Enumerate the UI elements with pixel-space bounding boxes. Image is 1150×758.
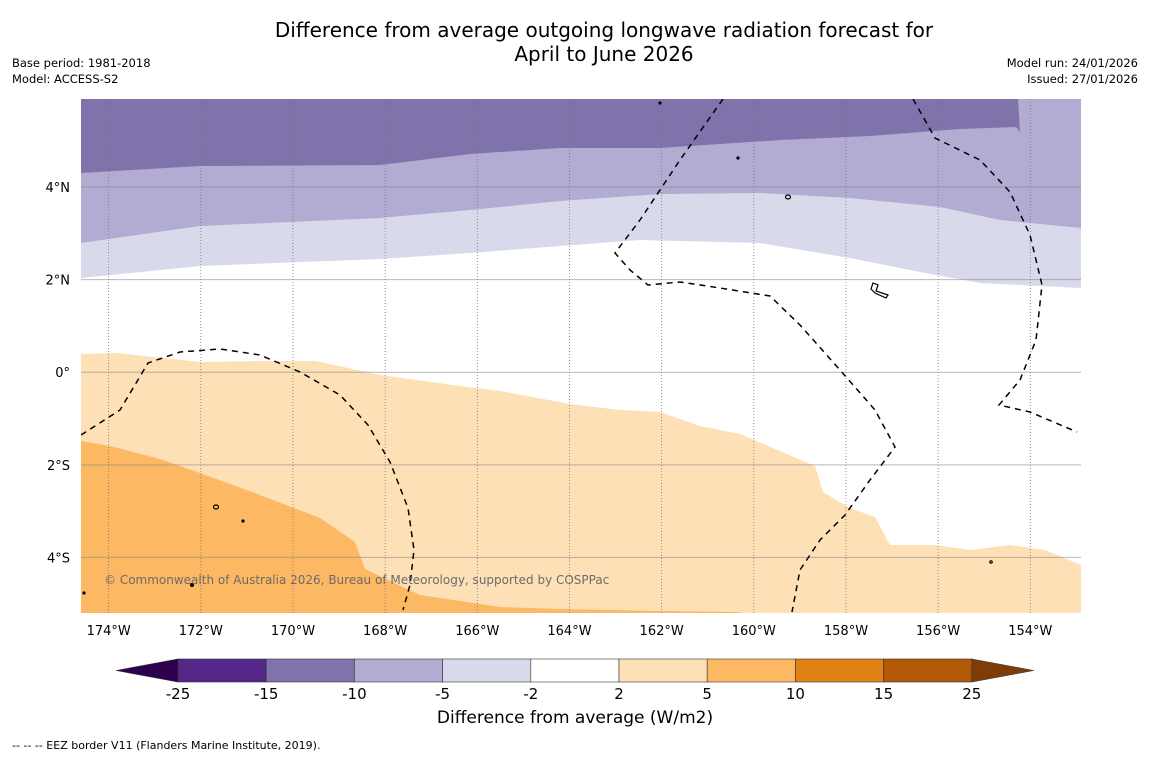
- colorbar-bin: [442, 658, 532, 683]
- title-line-2: April to June 2026: [514, 42, 694, 66]
- copyright-text: © Commonwealth of Australia 2026, Bureau…: [104, 573, 609, 587]
- lon-tick-label: 166°W: [455, 624, 499, 639]
- lat-tick-label: 4°N: [46, 181, 71, 196]
- colorbar-tick-label: -25: [166, 685, 191, 700]
- colorbar-tick-label: -10: [342, 685, 367, 700]
- colorbar-label: Difference from average (W/m2): [436, 708, 714, 728]
- colorbar-tick-label: 25: [962, 685, 981, 700]
- colorbar-tick-label: -2: [523, 685, 538, 700]
- lat-tick-label: 2°S: [47, 459, 70, 474]
- colorbar-bin: [177, 658, 267, 683]
- latitude-labels: 4°N 2°N 0° 2°S 4°S: [46, 181, 71, 566]
- islands: [82, 101, 993, 595]
- model-run: Model run: 24/01/2026: [1006, 56, 1138, 70]
- lon-tick-label: 160°W: [732, 624, 776, 639]
- lat-tick-label: 2°N: [46, 274, 71, 289]
- island: [736, 156, 740, 160]
- longitude-labels: 174°W 172°W 170°W 168°W 166°W 164°W 162°W 160°W…: [87, 624, 1053, 639]
- band-plus-5-to-10: [81, 441, 740, 613]
- colorbar-extend-high: [971, 658, 1034, 683]
- colorbar-bin: [618, 658, 708, 683]
- island: [658, 101, 662, 105]
- eez-border-phoenix: [912, 99, 1078, 433]
- lon-tick-label: 158°W: [824, 624, 868, 639]
- base-period: Base period: 1981-2018: [12, 56, 151, 70]
- lon-tick-label: 156°W: [916, 624, 960, 639]
- colorbar-bin: [883, 658, 973, 683]
- colorbar-tick-label: 5: [702, 685, 712, 700]
- lon-tick-label: 154°W: [1008, 624, 1052, 639]
- island: [784, 194, 792, 200]
- colorbar-tick-label: -15: [254, 685, 279, 700]
- eez-footnote: -- -- -- EEZ border V11 (Flanders Marine…: [12, 739, 321, 752]
- colorbar-tick-label: -5: [435, 685, 450, 700]
- chart-title: Difference from average outgoing longwav…: [0, 18, 1150, 66]
- island: [989, 560, 993, 564]
- colorbar-tick-label: 2: [614, 685, 624, 700]
- eez-border-tokelau: [614, 99, 896, 613]
- graticule: [81, 99, 1081, 613]
- colorbar-bin: [354, 658, 443, 683]
- island: [189, 582, 195, 588]
- anomaly-map: © Commonwealth of Australia 2026, Bureau…: [46, 99, 1081, 700]
- lon-tick-label: 168°W: [363, 624, 407, 639]
- lat-tick-label: 0°: [55, 366, 70, 381]
- model-name: Model: ACCESS-S2: [12, 72, 119, 86]
- eez-border-samoa: [81, 348, 415, 611]
- lon-tick-label: 172°W: [179, 624, 223, 639]
- island-kiritimati: [870, 282, 889, 299]
- island: [241, 519, 245, 523]
- meta-left: Base period: 1981-2018 Model: ACCESS-S2: [12, 55, 151, 87]
- island: [212, 504, 220, 510]
- colorbar-bin: [265, 658, 355, 683]
- colorbar-bin: [795, 658, 884, 683]
- lon-tick-label: 170°W: [271, 624, 315, 639]
- eez-borders: [81, 99, 1078, 613]
- colorbar: -25 -15 -10 -5 -2 2 5 10 15 25: [115, 658, 1034, 700]
- colorbar-tick-label: 15: [874, 685, 893, 700]
- lon-tick-label: 162°W: [640, 624, 684, 639]
- colorbar-extend-low: [115, 658, 179, 683]
- lon-tick-label: 174°W: [87, 624, 131, 639]
- lon-tick-label: 164°W: [547, 624, 591, 639]
- island: [82, 591, 86, 595]
- lat-tick-label: 4°S: [47, 551, 70, 566]
- colorbar-bin: [706, 658, 796, 683]
- colorbar-tick-label: 10: [786, 685, 805, 700]
- colorbar-bin: [530, 658, 620, 683]
- title-line-1: Difference from average outgoing longwav…: [274, 18, 934, 42]
- issued-date: Issued: 27/01/2026: [1027, 72, 1138, 86]
- meta-right: Model run: 24/01/2026 Issued: 27/01/2026: [1007, 55, 1138, 87]
